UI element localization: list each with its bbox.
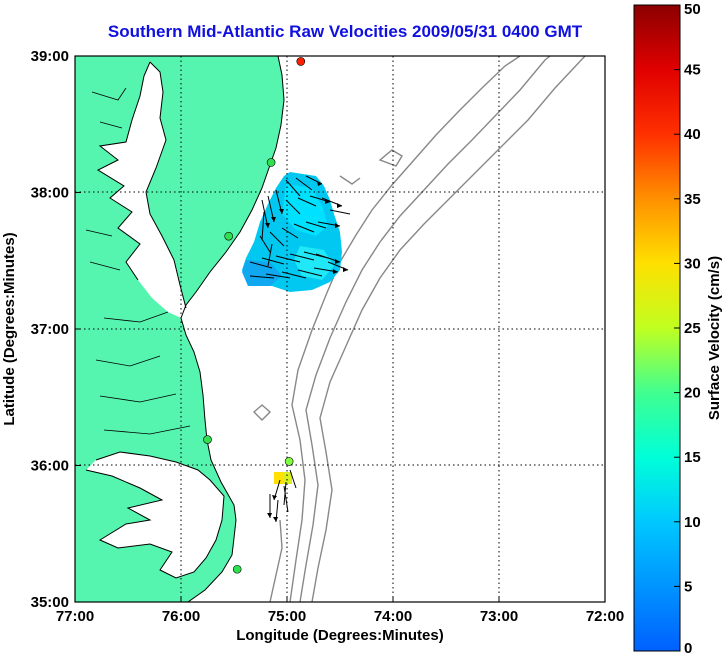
colorbar-tick-label: 50 xyxy=(684,1,701,18)
colorbar-tick-label: 25 xyxy=(684,320,701,337)
colorbar-tick-label: 10 xyxy=(684,514,701,531)
station-marker xyxy=(296,57,306,66)
colorbar-tick-label: 5 xyxy=(684,578,692,595)
colorbar-label: Surface Velocity (cm/s) xyxy=(706,256,723,420)
x-axis-label: Longitude (Degrees:Minutes) xyxy=(236,627,444,644)
colorbar-tick-label: 45 xyxy=(684,62,701,79)
chesapeake-bay xyxy=(98,62,186,318)
station-marker xyxy=(266,158,276,167)
colorbar-tick-label: 35 xyxy=(684,191,701,208)
x-tick-label: 77:00 xyxy=(56,608,94,625)
x-tick-label: 73:00 xyxy=(480,608,518,625)
bathymetry-contours xyxy=(252,56,586,602)
colorbar-tick-label: 30 xyxy=(684,255,701,272)
y-tick-label: 39:00 xyxy=(31,48,69,65)
y-tick-label: 35:00 xyxy=(31,594,69,611)
y-tick-label: 38:00 xyxy=(31,185,69,202)
station-marker xyxy=(284,457,294,466)
station-marker xyxy=(224,231,233,241)
y-tick-label: 36:00 xyxy=(31,458,69,475)
x-tick-label: 72:00 xyxy=(586,608,624,625)
colorbar-tick-label: 20 xyxy=(684,385,701,402)
y-axis-label: Latitude (Degrees:Minutes) xyxy=(1,232,18,425)
y-tick-label: 37:00 xyxy=(31,321,69,338)
map-title: Southern Mid-Atlantic Raw Velocities 200… xyxy=(107,22,583,41)
x-tick-label: 75:00 xyxy=(268,608,306,625)
colorbar-tick-label: 15 xyxy=(684,449,701,466)
grid xyxy=(75,56,605,602)
x-tick-label: 74:00 xyxy=(374,608,412,625)
colorbar-tick-label: 0 xyxy=(684,640,692,657)
x-tick-label: 76:00 xyxy=(162,608,200,625)
colorbar xyxy=(633,4,681,652)
station-markers xyxy=(203,57,306,574)
velocity-field-south xyxy=(274,472,284,484)
colorbar-tick-label: 40 xyxy=(684,126,701,143)
pamlico-sound xyxy=(86,452,224,578)
station-marker xyxy=(203,435,212,444)
station-marker xyxy=(232,564,242,574)
